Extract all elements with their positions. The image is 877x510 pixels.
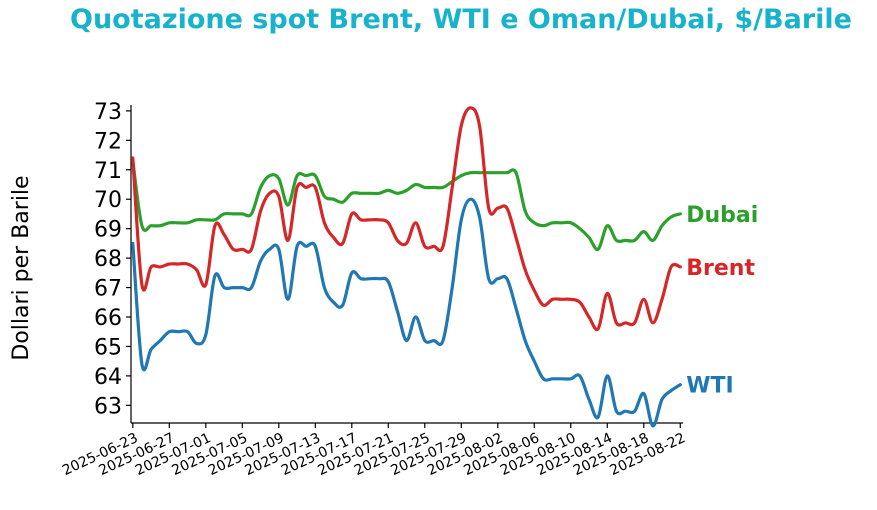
series-label-brent: Brent xyxy=(686,256,755,281)
y-axis-label: Dollari per Barile xyxy=(9,175,34,360)
y-tick-label: 68 xyxy=(94,247,122,272)
y-tick-label: 67 xyxy=(94,277,122,302)
series-label-dubai: Dubai xyxy=(686,203,758,228)
series-label-wti: WTI xyxy=(686,374,733,399)
y-tick-label: 71 xyxy=(94,159,122,184)
axes xyxy=(126,105,683,428)
y-tick-label: 63 xyxy=(94,394,122,419)
y-tick-label: 65 xyxy=(94,335,122,360)
y-tick-label: 69 xyxy=(94,218,122,243)
tick-labels: 63646566676869707172732025-06-232025-06-… xyxy=(60,100,688,479)
y-tick-label: 73 xyxy=(94,100,122,125)
series-line-wti xyxy=(131,197,682,428)
y-tick-label: 66 xyxy=(94,306,122,331)
series-lines xyxy=(131,106,682,428)
y-tick-label: 64 xyxy=(94,365,122,390)
series-labels: Dubai Brent WTI xyxy=(686,203,758,399)
chart-title: Quotazione spot Brent, WTI e Oman/Dubai,… xyxy=(70,4,852,35)
y-tick-label: 70 xyxy=(94,188,122,213)
series-line-brent xyxy=(131,106,682,332)
series-line-dubai xyxy=(131,159,682,252)
y-tick-label: 72 xyxy=(94,129,122,154)
